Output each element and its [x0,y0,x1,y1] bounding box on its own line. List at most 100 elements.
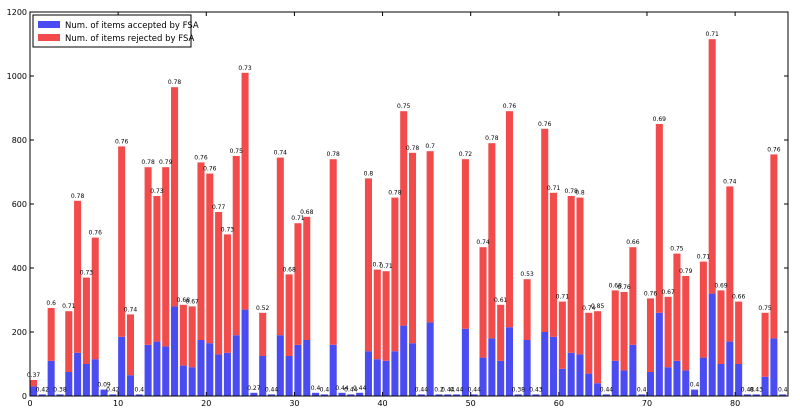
legend-box [32,14,192,48]
bar-rejected-77 [708,39,716,294]
bar-data-label-29: 0.68 [282,266,296,273]
bar-rejected-30 [294,223,302,345]
x-tick-label-30: 30 [289,399,299,408]
bar-data-label-45: 0.7 [425,143,435,150]
bar-data-label-47: 0.44 [441,386,455,393]
bar-rejected-34 [329,159,337,345]
x-tick-label-40: 40 [377,399,387,408]
bar-data-label-33: 0.4 [320,386,330,393]
bar-rejected-45 [426,151,434,323]
y-tick-label-1200: 1200 [7,8,27,17]
bar-data-label-60: 0.71 [556,294,570,301]
bar-accepted-43 [409,343,417,396]
bar-rejected-24 [241,72,249,310]
bar-data-label-39: 0.7 [372,262,382,269]
bar-data-label-53: 0.61 [494,297,508,304]
bar-accepted-63 [585,373,593,396]
bar-accepted-14 [153,341,161,396]
bar-data-label-35: 0.44 [335,385,349,392]
bar-accepted-83 [761,376,769,396]
bar-data-label-85: 0.4 [778,386,788,393]
bar-accepted-45 [426,322,434,396]
bar-accepted-23 [232,335,240,396]
bar-data-label-12: 0.4 [135,386,145,393]
bar-data-label-54: 0.76 [503,103,517,110]
bar-accepted-55 [514,394,522,396]
bar-accepted-72 [664,367,672,396]
bar-data-label-69: 0.4 [637,386,647,393]
bar-accepted-82 [752,394,760,396]
bar-data-label-49: 0.72 [459,151,473,158]
bar-rejected-66 [611,290,619,361]
bar-data-label-57: 0.43 [529,386,543,393]
bar-accepted-18 [188,367,196,396]
bar-data-label-15: 0.79 [159,159,173,166]
bar-accepted-12 [135,394,143,396]
bar-data-label-16: 0.78 [168,79,182,86]
bar-accepted-76 [699,357,707,396]
bar-data-label-22: 0.73 [221,226,235,233]
bar-accepted-37 [356,392,364,396]
bar-rejected-18 [188,306,196,368]
bar-accepted-81 [743,394,751,396]
bar-data-label-37: 0.44 [353,385,367,392]
bar-accepted-78 [717,364,725,396]
bar-accepted-75 [691,389,699,396]
bar-data-label-74: 0.79 [679,268,693,275]
bar-rejected-4 [65,311,73,372]
bar-data-label-24: 0.73 [238,65,252,72]
bar-accepted-20 [206,343,214,396]
bar-rejected-54 [505,111,514,328]
bar-data-label-63: 0.74 [582,305,596,312]
bar-accepted-71 [655,312,663,396]
bar-data-label-1: 0.42 [36,386,50,393]
bar-accepted-31 [303,340,311,396]
bar-accepted-74 [682,370,690,396]
bar-data-label-2: 0.6 [46,300,56,307]
bar-accepted-66 [611,360,619,396]
bar-data-label-66: 0.68 [609,282,623,289]
bar-rejected-15 [162,167,170,347]
bar-accepted-13 [144,344,152,396]
bar-accepted-30 [294,344,302,396]
bar-data-label-43: 0.78 [406,145,420,152]
bar-accepted-34 [329,344,337,396]
bar-rejected-22 [223,234,231,353]
bar-rejected-29 [285,274,293,356]
legend-swatch-accepted [38,21,60,28]
legend: Num. of items accepted by FSA Num. of ite… [32,14,199,48]
bar-rejected-40 [382,271,390,361]
bar-data-label-25: 0.27 [247,385,261,392]
bar-rejected-83 [761,312,769,377]
bar-data-label-20: 0.76 [203,166,217,173]
bar-data-label-6: 0.73 [80,270,94,277]
bar-accepted-79 [726,341,734,396]
bar-accepted-25 [250,392,258,396]
bar-accepted-38 [364,351,372,396]
bar-data-label-82: 0.43 [750,386,764,393]
bar-data-label-84: 0.76 [767,146,781,153]
bar-accepted-57 [532,394,540,396]
bar-accepted-1 [38,394,46,396]
bar-data-label-76: 0.71 [697,254,711,261]
bar-data-label-51: 0.74 [476,239,490,246]
bar-data-label-67: 0.76 [617,284,631,291]
bar-rejected-74 [682,276,690,371]
bar-rejected-10 [118,146,126,337]
bar-accepted-28 [276,335,284,396]
bar-rejected-11 [126,314,135,376]
bar-rejected-31 [303,216,311,340]
bar-accepted-62 [576,354,584,396]
bar-accepted-8 [100,389,108,396]
bar-data-label-26: 0.52 [256,305,270,312]
bar-rejected-26 [259,312,267,356]
bar-data-label-81: 0.48 [741,386,755,393]
bar-accepted-67 [620,370,628,396]
bar-data-label-48: 0.44 [450,386,464,393]
bar-accepted-35 [338,392,346,396]
bar-data-label-64: 0.85 [591,303,605,310]
bar-data-label-9: 0.42 [106,386,120,393]
bar-data-label-75: 0.4 [690,382,700,389]
bar-accepted-19 [197,340,205,396]
bar-accepted-6 [82,364,90,396]
